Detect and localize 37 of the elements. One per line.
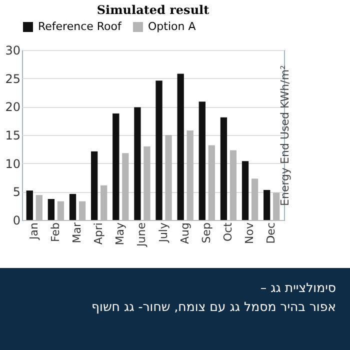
x-tick-label: Feb	[48, 222, 62, 242]
y-tick-label: 30	[5, 44, 20, 58]
x-tick-label: Sep	[200, 222, 213, 244]
y-tick-label: 15	[5, 128, 20, 142]
x-tick-label: Mar	[70, 222, 84, 244]
y-tick-label: 20	[5, 100, 20, 114]
bar	[177, 74, 184, 220]
bar	[198, 102, 206, 220]
legend-label: Reference Roof	[38, 20, 122, 33]
bar	[264, 190, 270, 220]
x-tick-label: May	[114, 222, 127, 246]
bar	[91, 151, 98, 220]
x-tick-label: Aug	[178, 222, 192, 244]
legend-label: Option A	[148, 20, 196, 33]
bar	[242, 161, 249, 220]
x-tick-label: July	[156, 222, 170, 244]
y-tick-label: 0	[12, 214, 20, 228]
x-tick-label: Nov	[243, 222, 256, 244]
text: סימולציית גג –	[259, 279, 336, 297]
x-tick-label: Dec	[264, 222, 278, 244]
chart-title: Simulated result	[96, 3, 210, 17]
bar	[69, 194, 76, 220]
bar	[112, 113, 120, 220]
bar	[156, 80, 162, 220]
x-tick-label: June	[135, 222, 148, 248]
x-tick-label: Apri	[92, 222, 106, 245]
bar	[48, 199, 55, 220]
y-tick-label: 25	[5, 72, 20, 86]
bar	[26, 190, 33, 220]
text: אפור בהיר מסמל גג עם צומח, שחור- גג חשוף	[90, 298, 336, 316]
x-tick-label: Oct	[221, 222, 234, 242]
y-tick-label: 5	[12, 185, 20, 200]
bar	[134, 107, 141, 220]
x-tick-label: Jan	[27, 222, 40, 240]
y-tick-label: 10	[5, 156, 20, 171]
y-axis-title: Energy End Used KWh/m²	[278, 65, 292, 206]
bar	[220, 117, 228, 220]
